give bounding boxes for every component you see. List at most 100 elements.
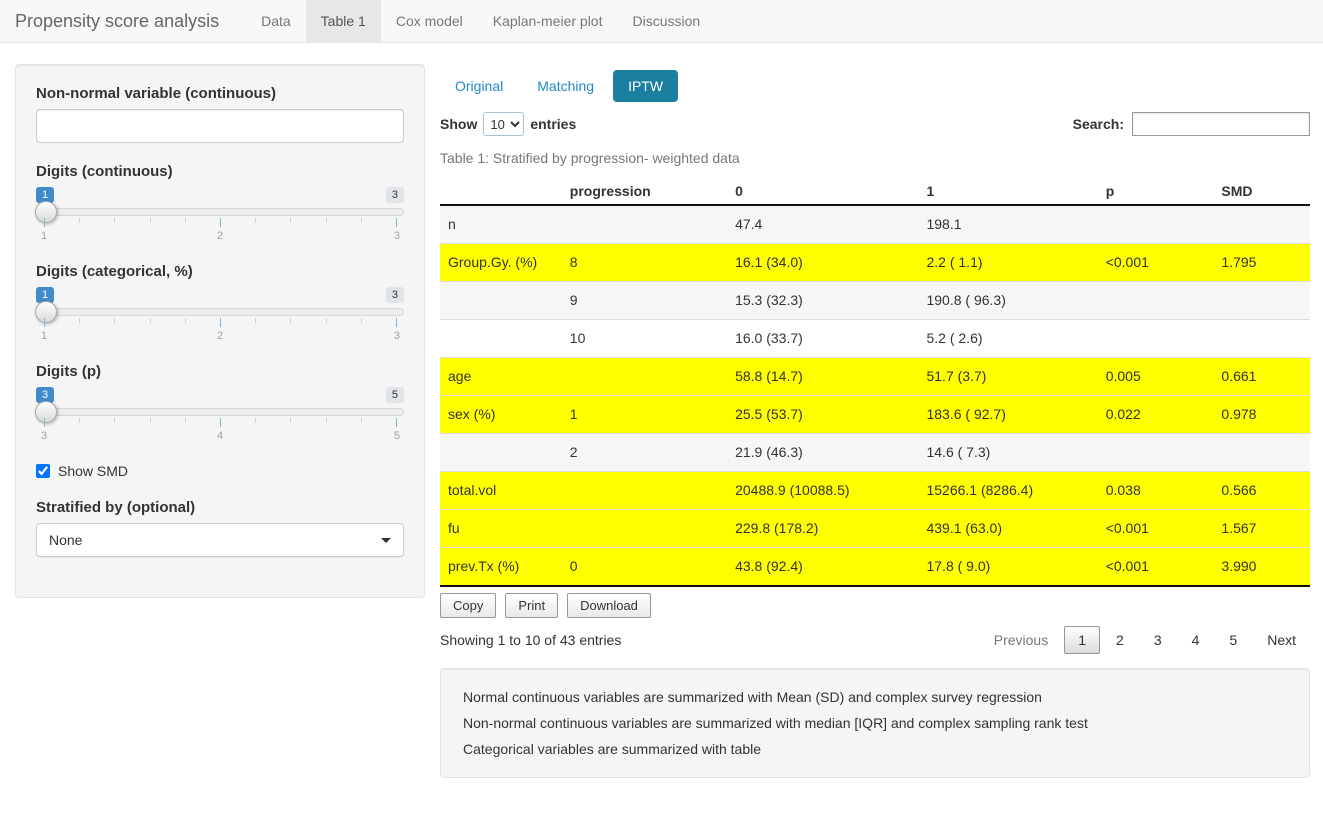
slider-minor-tick — [290, 218, 292, 223]
table1: progression 0 1 p SMD n 47.4 198.1 Group.Gy. (%… — [440, 178, 1310, 587]
navbar-tab-data[interactable]: Data — [261, 13, 291, 29]
slider-handle[interactable] — [35, 201, 57, 223]
column-header-p[interactable]: p — [1097, 178, 1214, 206]
page-number-5[interactable]: 5 — [1229, 632, 1238, 648]
slider-handle[interactable] — [35, 301, 57, 323]
slider-major-tick — [220, 318, 221, 327]
table-row: sex (%) 1 25.5 (53.7) 183.6 ( 92.7) 0.022 0.9… — [440, 395, 1310, 434]
nonnormal-variable-input[interactable] — [36, 109, 404, 143]
slider-tick-label: 3 — [393, 230, 400, 242]
table-cell: <0.001 — [1097, 509, 1214, 548]
table-cell: 0.978 — [1213, 395, 1310, 434]
slider-minor-tick — [184, 218, 186, 223]
slider-digits-p: 3 5 3 4 5 — [35, 387, 404, 447]
table-cell: 16.0 (33.7) — [727, 319, 919, 358]
navbar-tab-table-1[interactable]: Table 1 — [305, 0, 381, 42]
slider-block-digits-categorical: Digits (categorical, %) 1 3 1 2 3 — [35, 263, 404, 347]
table-cell: 21.9 (46.3) — [727, 433, 919, 472]
search-input[interactable] — [1132, 112, 1310, 136]
table-cell: 58.8 (14.7) — [727, 357, 919, 396]
table-cell: age — [440, 357, 562, 396]
show-smd-checkbox[interactable] — [36, 464, 50, 478]
stratified-by-select[interactable]: None — [36, 523, 404, 557]
slider-handle[interactable] — [35, 401, 57, 423]
page-length-select[interactable]: 10 — [483, 112, 525, 136]
slider-tick-label: 3 — [41, 430, 48, 442]
slider-minor-tick — [325, 218, 327, 223]
table-row: prev.Tx (%) 0 43.8 (92.4) 17.8 ( 9.0) <0.001… — [440, 547, 1310, 586]
table-cell: 25.5 (53.7) — [727, 395, 919, 434]
tab-iptw[interactable]: IPTW — [613, 70, 679, 102]
slider-major-tick — [44, 318, 45, 327]
navbar-tab-discussion[interactable]: Discussion — [632, 13, 701, 29]
table-cell: 439.1 (63.0) — [918, 509, 1098, 548]
table-cell: 3.990 — [1213, 547, 1310, 586]
column-header-smd[interactable]: SMD — [1213, 178, 1310, 206]
slider-label: Digits (categorical, %) — [36, 263, 193, 280]
table-cell — [561, 471, 728, 510]
copy-button[interactable]: Copy — [440, 593, 497, 618]
slider-value-badge: 1 — [36, 187, 55, 204]
slider-tick-label: 5 — [393, 430, 400, 442]
table-cell: 1.795 — [1213, 243, 1310, 282]
slider-track[interactable] — [36, 208, 404, 216]
table-row: age 58.8 (14.7) 51.7 (3.7) 0.005 0.661 — [440, 357, 1310, 396]
slider-minor-tick — [79, 218, 81, 223]
column-header-progression[interactable]: progression — [561, 178, 728, 206]
slider-label: Digits (continuous) — [36, 163, 173, 180]
slider-max-badge: 3 — [385, 287, 404, 304]
footnotes-panel: Normal continuous variables are summariz… — [440, 668, 1310, 778]
next-button[interactable]: Next — [1267, 632, 1296, 648]
table-cell: 15266.1 (8286.4) — [918, 471, 1098, 510]
download-button[interactable]: Download — [567, 593, 651, 618]
navbar-tab-kaplan-meier-plot[interactable]: Kaplan-meier plot — [492, 13, 603, 29]
slider-block-digits-continuous: Digits (continuous) 1 3 1 2 3 — [35, 163, 404, 247]
slider-minor-tick — [325, 318, 327, 323]
table-cell: 9 — [561, 281, 728, 320]
table-cell: 5.2 ( 2.6) — [918, 319, 1098, 358]
show-smd-checkbox-row[interactable]: Show SMD — [36, 463, 404, 479]
slider-minor-tick — [184, 318, 186, 323]
print-button[interactable]: Print — [505, 593, 559, 618]
table-info: Showing 1 to 10 of 43 entries — [440, 632, 622, 648]
slider-minor-tick — [114, 218, 116, 223]
previous-button[interactable]: Previous — [993, 632, 1049, 648]
navbar-tabs: Data Table 1 Cox model Kaplan-meier plot Dis… — [246, 0, 715, 42]
table-cell: 2.2 ( 1.1) — [918, 243, 1098, 282]
page-number-1[interactable]: 1 — [1064, 626, 1101, 654]
table-cell: 8 — [561, 243, 728, 282]
slider-minor-tick — [290, 418, 292, 423]
slider-track[interactable] — [36, 308, 404, 316]
tab-original[interactable]: Original — [455, 78, 504, 94]
page-number-2[interactable]: 2 — [1116, 632, 1124, 648]
search-control: Search: — [1073, 112, 1310, 136]
table-row: n 47.4 198.1 — [440, 205, 1310, 244]
table-row: 9 15.3 (32.3) 190.8 ( 96.3) — [440, 281, 1310, 320]
table-cell — [440, 281, 562, 320]
table-cell — [1213, 205, 1310, 244]
page-number-4[interactable]: 4 — [1191, 632, 1200, 648]
show-label: Show — [440, 116, 478, 132]
table-cell: 0.566 — [1213, 471, 1310, 510]
pagination: Previous 1 2 3 4 5 Next — [978, 626, 1310, 654]
navbar-tab-cox-model[interactable]: Cox model — [395, 13, 463, 29]
table-cell: prev.Tx (%) — [440, 547, 562, 586]
slider-track[interactable] — [36, 408, 404, 416]
slider-tick-label: 1 — [41, 230, 48, 242]
page-number-3[interactable]: 3 — [1153, 632, 1162, 648]
column-header-1[interactable]: 1 — [918, 178, 1098, 206]
column-header-0[interactable]: 0 — [727, 178, 919, 206]
slider-tick-label: 1 — [41, 330, 48, 342]
table-cell: 15.3 (32.3) — [727, 281, 919, 320]
table-cell: 190.8 ( 96.3) — [918, 281, 1098, 320]
slider-max-badge: 5 — [385, 387, 404, 404]
table-cell: 0.661 — [1213, 357, 1310, 396]
slider-minor-tick — [79, 318, 81, 323]
table-cell: 1.567 — [1213, 509, 1310, 548]
table-cell: 17.8 ( 9.0) — [918, 547, 1098, 586]
slider-grid: 3 4 5 — [41, 418, 400, 444]
column-header-rowname[interactable] — [440, 178, 562, 206]
tab-matching[interactable]: Matching — [537, 78, 595, 94]
table-row: total.vol 20488.9 (10088.5) 15266.1 (8286.… — [440, 471, 1310, 510]
slider-minor-tick — [255, 318, 257, 323]
